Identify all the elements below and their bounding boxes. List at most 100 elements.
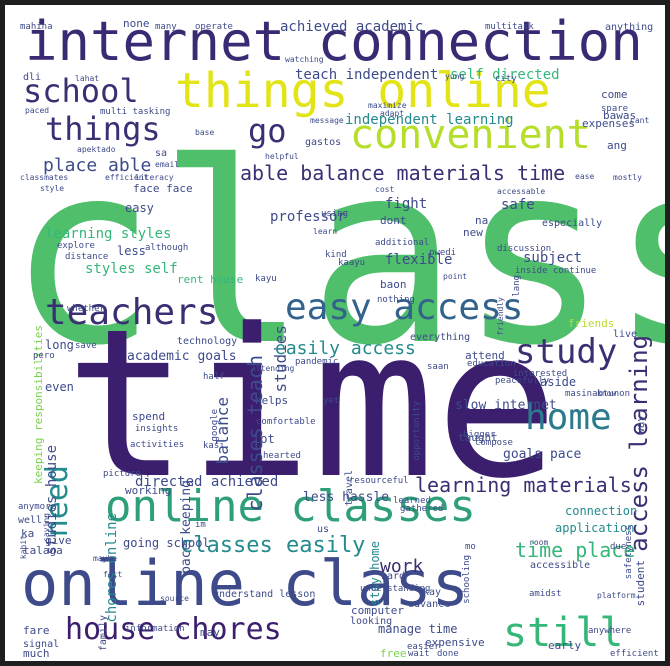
word-10: home: [525, 397, 612, 438]
word-153: gathered: [400, 504, 444, 514]
word-88: advance: [408, 599, 451, 610]
word-69: new: [463, 226, 483, 239]
word-107: hearted: [263, 451, 301, 461]
word-103: google: [210, 409, 220, 442]
word-59: helps: [255, 394, 289, 407]
word-183: message: [310, 116, 344, 125]
word-47: goals pace: [503, 447, 582, 462]
word-34: professor: [270, 209, 346, 225]
word-195: point: [443, 272, 468, 281]
word-78: live: [613, 329, 638, 340]
word-13: things: [45, 110, 161, 148]
word-190: efficient: [105, 173, 149, 182]
word-177: multi tasking: [100, 107, 171, 117]
word-12: teachers: [45, 292, 219, 333]
word-29: styles self: [85, 261, 178, 277]
word-71: dont: [380, 214, 407, 227]
word-124: whether: [67, 304, 105, 314]
word-32: teach independent: [295, 67, 439, 83]
word-119: nothing: [377, 295, 415, 305]
word-120: explore: [57, 241, 95, 251]
word-154: learned: [393, 496, 431, 506]
word-157: amidst: [529, 589, 562, 599]
word-84: may: [200, 626, 220, 639]
word-116: using: [321, 209, 349, 219]
word-175: city: [495, 74, 517, 84]
word-30: independent learning: [345, 112, 514, 128]
word-6: online classes: [105, 481, 476, 532]
word-106: resourceful: [349, 476, 409, 486]
word-97: information: [125, 624, 185, 634]
word-20: access learning: [625, 335, 653, 552]
word-85: free: [380, 647, 407, 660]
word-173: watching: [285, 55, 324, 64]
word-9: still: [503, 610, 624, 656]
word-54: easy: [125, 201, 154, 215]
word-65: taught: [458, 431, 498, 444]
word-179: adapt: [380, 109, 405, 118]
word-50: manage time: [378, 622, 458, 636]
word-90: early: [548, 639, 582, 652]
word-162: wait: [408, 649, 430, 659]
word-11: study: [515, 332, 618, 372]
word-171: dli: [23, 72, 42, 83]
word-35: flexible: [385, 252, 453, 268]
word-156: due: [610, 542, 627, 552]
word-92: student: [634, 560, 647, 607]
word-38: safe: [501, 197, 535, 213]
word-60: spend: [132, 410, 166, 423]
word-58: lot: [253, 432, 275, 446]
word-185: sa: [155, 148, 168, 159]
word-148: fact: [103, 570, 123, 579]
word-147: maybe: [93, 554, 118, 563]
word-86: computer: [351, 604, 404, 617]
word-180: spare: [601, 104, 629, 114]
word-192: mostly: [613, 173, 642, 182]
word-105: activities: [130, 440, 185, 450]
word-87: looking: [350, 616, 393, 627]
word-170: anything: [605, 22, 654, 33]
word-187: email: [155, 160, 180, 169]
word-4: things online: [175, 63, 551, 119]
word-0: class: [7, 109, 665, 400]
word-166: none: [123, 17, 150, 30]
word-70: na: [475, 214, 489, 227]
word-143: ka: [21, 527, 35, 540]
word-76: ang: [607, 139, 627, 152]
word-164: safetyness: [624, 525, 634, 580]
word-77: way: [634, 415, 647, 435]
word-151: schooling: [462, 555, 472, 604]
word-66: friends: [568, 317, 615, 330]
word-163: easier: [407, 642, 440, 652]
word-26: easily access: [275, 338, 416, 359]
word-51: stay home: [368, 541, 382, 607]
word-82: signal: [23, 639, 60, 650]
word-101: technology: [177, 336, 238, 347]
word-174: yung: [445, 72, 465, 81]
word-129: education: [467, 359, 516, 369]
word-184: apektado: [77, 145, 116, 154]
word-167: many: [155, 22, 177, 32]
word-95: understand lesson: [213, 589, 316, 600]
word-41: keeping responsibilities: [32, 325, 45, 484]
word-186: helpful: [265, 152, 299, 161]
word-159: anywhere: [588, 626, 632, 636]
word-17: classes easily: [180, 533, 366, 558]
word-46: slow internet: [455, 398, 557, 413]
word-181: cant: [630, 116, 650, 125]
word-cloud: classtime online class internet connection…: [5, 5, 665, 661]
word-194: accessable: [497, 187, 546, 196]
word-112: lang: [512, 275, 522, 297]
word-68: baon: [380, 278, 407, 291]
word-44: directed achieved: [135, 474, 279, 490]
word-128: saan: [427, 362, 449, 372]
word-19: time place: [515, 538, 636, 562]
word-102: comfortable: [256, 417, 316, 427]
word-132: opportunity: [412, 401, 422, 461]
word-72: expenses: [582, 117, 635, 130]
word-57: even: [45, 380, 74, 394]
word-21: able balance materials time: [240, 161, 566, 185]
word-94: hard: [381, 571, 406, 582]
word-133: masinabtunon: [565, 389, 631, 399]
word-22: place able: [43, 155, 152, 176]
